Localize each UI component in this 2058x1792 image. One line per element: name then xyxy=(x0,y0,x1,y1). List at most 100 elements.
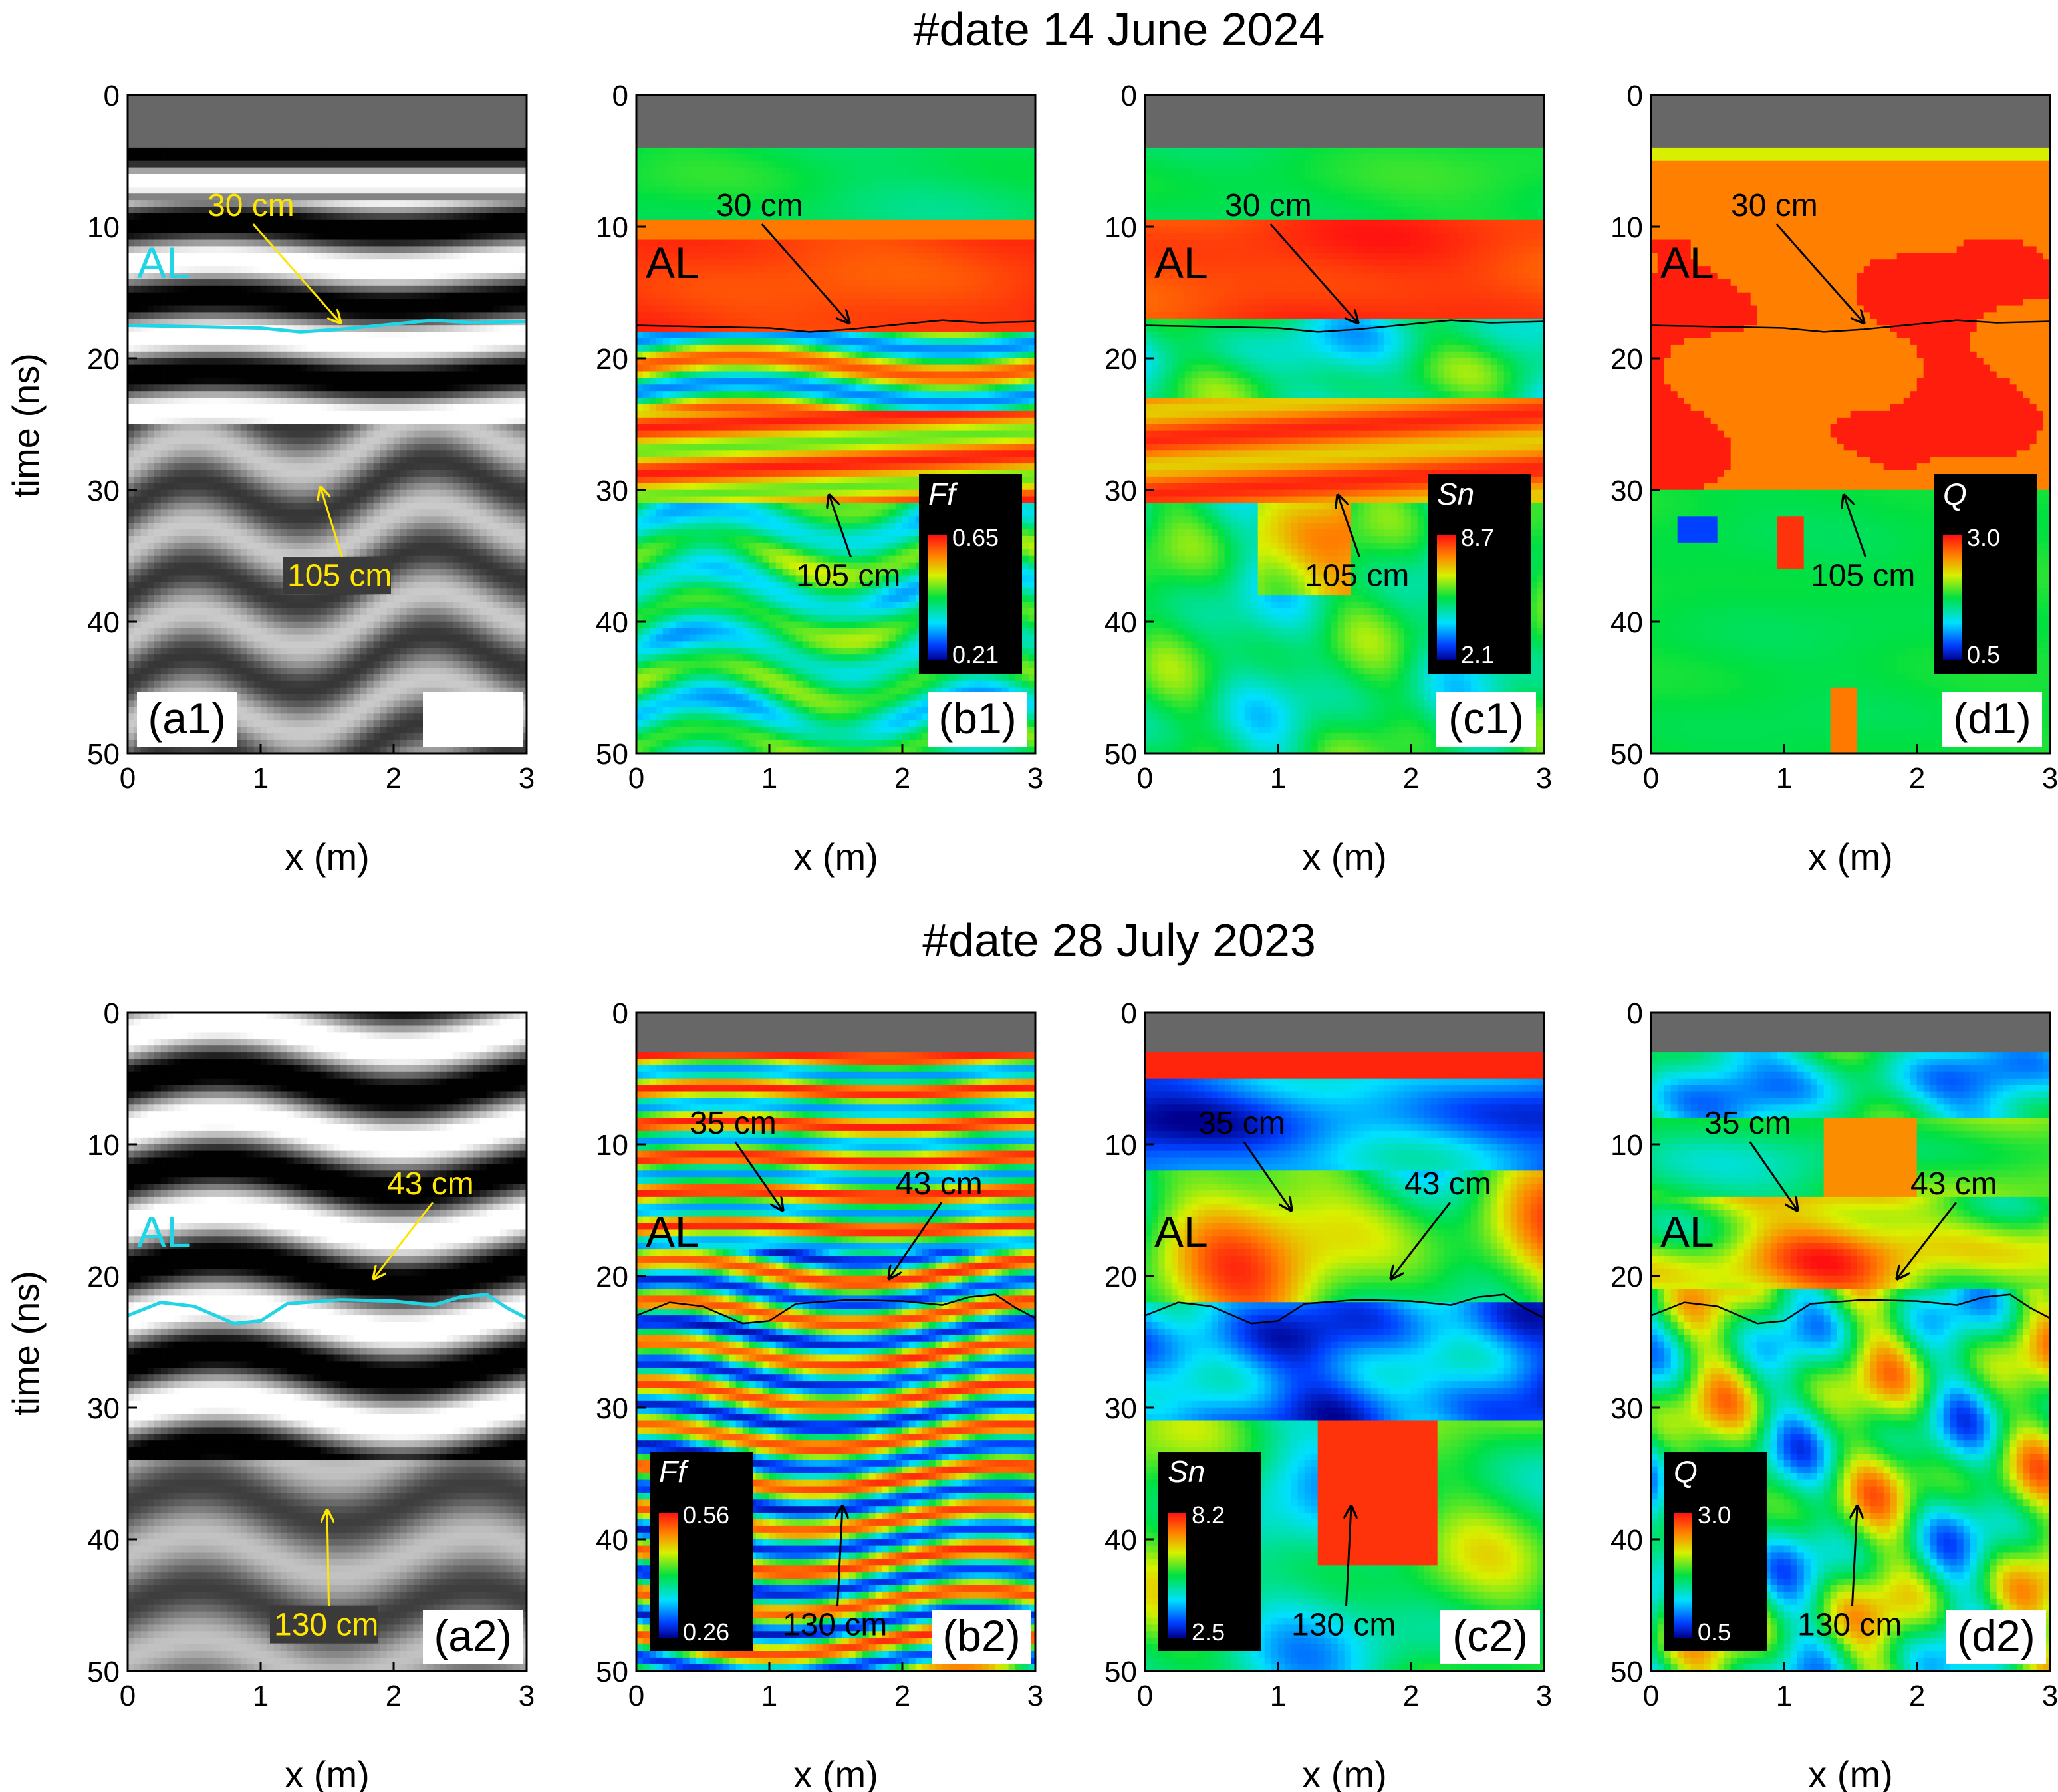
heatmap-cell xyxy=(366,371,374,378)
heatmap-cell xyxy=(433,588,441,596)
heatmap-cell xyxy=(446,391,454,398)
heatmap-cell xyxy=(366,516,374,523)
heatmap-cell xyxy=(134,648,142,655)
heatmap-cell xyxy=(140,371,148,378)
heatmap-cell xyxy=(400,154,408,162)
heatmap-cell xyxy=(260,174,268,181)
heatmap-cell xyxy=(340,371,348,378)
heatmap-cell xyxy=(273,101,281,109)
heatmap-cell xyxy=(366,246,374,253)
heatmap-cell xyxy=(386,364,394,372)
heatmap-cell xyxy=(366,694,374,702)
heatmap-cell xyxy=(167,384,175,392)
heatmap-cell xyxy=(346,483,354,491)
heatmap-cell xyxy=(426,180,434,188)
heatmap-cell xyxy=(287,516,295,523)
heatmap-cell xyxy=(413,476,421,484)
heatmap-cell xyxy=(346,680,354,688)
heatmap-cell xyxy=(386,746,394,753)
heatmap-cell xyxy=(360,219,368,227)
heatmap-cell xyxy=(413,588,421,596)
heatmap-cell xyxy=(240,648,248,655)
heatmap-cell xyxy=(366,680,374,688)
heatmap-cell xyxy=(233,160,241,168)
heatmap-cell xyxy=(326,207,334,214)
heatmap-cell xyxy=(253,351,261,359)
heatmap-cell xyxy=(154,299,162,307)
heatmap-cell xyxy=(400,680,408,688)
heatmap-cell xyxy=(213,668,221,675)
row-title-2: #date 28 July 2023 xyxy=(922,914,1316,966)
heatmap-cell xyxy=(360,437,368,444)
heatmap-cell xyxy=(128,549,135,557)
heatmap-cell xyxy=(140,457,148,464)
heatmap-cell xyxy=(360,674,368,682)
heatmap-cell xyxy=(326,707,334,714)
heatmap-cell xyxy=(134,141,142,148)
heatmap-cell xyxy=(307,344,315,352)
heatmap-cell xyxy=(366,700,374,707)
heatmap-cell xyxy=(420,128,428,135)
heatmap-cell xyxy=(307,351,315,359)
heatmap-cell xyxy=(360,476,368,484)
heatmap-cell xyxy=(273,720,281,727)
heatmap-cell xyxy=(440,555,448,563)
heatmap-cell xyxy=(413,187,421,194)
heatmap-cell xyxy=(147,114,155,122)
heatmap-cell xyxy=(287,398,295,405)
heatmap-cell xyxy=(160,602,168,609)
heatmap-cell xyxy=(300,305,308,313)
heatmap-cell xyxy=(147,437,155,444)
heatmap-cell xyxy=(360,621,368,629)
heatmap-cell xyxy=(360,147,368,155)
heatmap-cell xyxy=(433,450,441,457)
heatmap-cell xyxy=(313,207,321,214)
heatmap-cell xyxy=(260,141,268,148)
heatmap-cell xyxy=(240,470,248,477)
heatmap-cell xyxy=(340,641,348,648)
heatmap-cell xyxy=(187,239,195,247)
heatmap-cell xyxy=(160,167,168,175)
heatmap-cell xyxy=(380,292,388,300)
heatmap-cell xyxy=(174,351,182,359)
heatmap-cell xyxy=(307,648,315,655)
heatmap-cell xyxy=(400,516,408,523)
heatmap-cell xyxy=(220,384,228,392)
heatmap-cell xyxy=(440,489,448,497)
heatmap-cell xyxy=(400,207,408,214)
heatmap-cell xyxy=(426,338,434,346)
heatmap-cell xyxy=(433,457,441,464)
heatmap-cell xyxy=(353,174,361,181)
heatmap-cell xyxy=(326,489,334,497)
heatmap-cell xyxy=(313,312,321,319)
heatmap-cell xyxy=(247,128,255,135)
heatmap-cell xyxy=(193,489,201,497)
heatmap-cell xyxy=(420,391,428,398)
heatmap-cell xyxy=(400,634,408,642)
heatmap-cell xyxy=(326,351,334,359)
heatmap-cell xyxy=(167,273,175,280)
heatmap-cell xyxy=(134,325,142,332)
heatmap-cell xyxy=(400,569,408,576)
heatmap-cell xyxy=(280,246,288,253)
heatmap-cell xyxy=(300,503,308,510)
heatmap-cell xyxy=(440,246,448,253)
heatmap-cell xyxy=(227,266,235,273)
heatmap-cell xyxy=(253,569,261,576)
heatmap-cell xyxy=(147,746,155,753)
heatmap-cell xyxy=(147,549,155,557)
heatmap-cell xyxy=(240,174,248,181)
heatmap-cell xyxy=(313,154,321,162)
heatmap-cell xyxy=(366,253,374,260)
heatmap-cell xyxy=(360,410,368,418)
heatmap-cell xyxy=(167,246,175,253)
heatmap-cell xyxy=(313,193,321,201)
heatmap-cell xyxy=(326,549,334,557)
heatmap-cell xyxy=(413,674,421,682)
heatmap-cell xyxy=(446,575,454,582)
heatmap-cell xyxy=(453,233,461,241)
heatmap-cell xyxy=(333,687,341,695)
heatmap-cell xyxy=(406,444,414,451)
heatmap-cell xyxy=(353,746,361,753)
heatmap-cell xyxy=(353,160,361,168)
